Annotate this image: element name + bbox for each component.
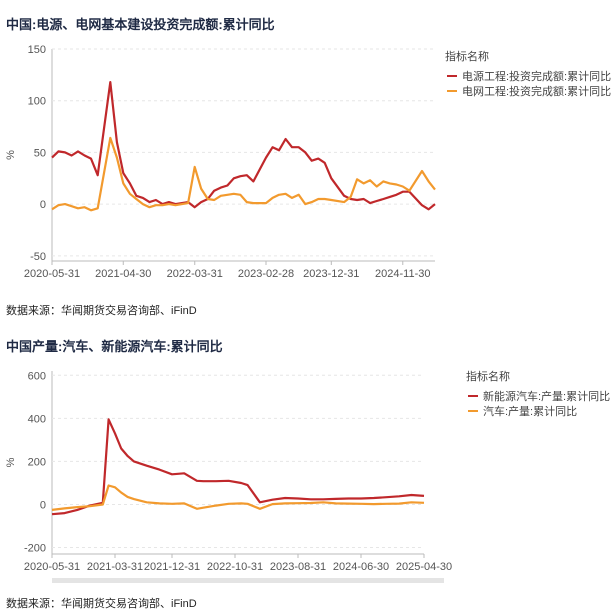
chart-legend: 指标名称 新能源汽车:产量:累计同比 汽车:产量:累计同比	[466, 368, 610, 418]
y-tick-label: 50	[34, 147, 46, 159]
x-tick-label: 2022-10-31	[207, 561, 263, 573]
series-line-1[interactable]	[51, 418, 425, 516]
legend-label: 电网工程:投资完成额:累计同比	[462, 85, 612, 98]
data-source-note: 数据来源：华闻期货交易咨询部、iFinD	[6, 305, 197, 317]
x-tick-label: 2024-06-30	[333, 561, 389, 573]
x-tick-label: 2021-12-31	[144, 561, 200, 573]
x-tick-label: 2020-05-31	[24, 268, 80, 280]
x-tick-label: 2020-05-31	[24, 561, 80, 573]
x-tick-label: 2023-08-31	[270, 561, 326, 573]
legend-label: 新能源汽车:产量:累计同比	[483, 390, 611, 403]
legend-item-series-2[interactable]: 汽车:产量:累计同比	[468, 403, 610, 418]
chart-panel-power-grid: 中国:电源、电网基本建设投资完成额:累计同比 -50 0 50 100 150% 2020…	[5, 17, 611, 317]
data-source-note: 数据来源：华闻期货交易咨询部、iFinD	[6, 598, 197, 610]
chart-legend: 指标名称 电源工程:投资完成额:累计同比 电网工程:投资完成额:累计同比	[445, 48, 611, 98]
chart-title: 中国:电源、电网基本建设投资完成额:累计同比	[6, 17, 275, 32]
y-tick-label: 0	[40, 199, 46, 211]
legend-swatch-red	[468, 394, 478, 397]
x-tick-label: 2021-04-30	[95, 268, 151, 280]
series-line-1[interactable]	[51, 80, 436, 211]
y-tick-label: 200	[28, 456, 46, 468]
x-tick-label: 2023-02-28	[238, 268, 294, 280]
legend-title: 指标名称	[445, 51, 489, 63]
x-tick-label: 2025-04-30	[396, 561, 452, 573]
legend-item-series-2[interactable]: 电网工程:投资完成额:累计同比	[447, 83, 611, 98]
y-tick-label: -50	[30, 251, 46, 263]
chart-title: 中国产量:汽车、新能源汽车:累计同比	[6, 339, 223, 354]
y-tick-label: -200	[24, 543, 46, 555]
chart-panel-vehicle-production: 中国产量:汽车、新能源汽车:累计同比 -200 0 200 400 600% 2020-0…	[0, 328, 613, 613]
legend-swatch-orange	[468, 409, 478, 412]
legend-label: 汽车:产量:累计同比	[483, 405, 578, 418]
legend-item-series-1[interactable]: 新能源汽车:产量:累计同比	[468, 388, 610, 403]
series-line-2[interactable]	[51, 136, 436, 212]
x-tick-label: 2022-03-31	[167, 268, 223, 280]
line-chart-vehicle-production: -200 0 200 400 600% 2020-05-31 2021-03-31 2021-…	[5, 370, 452, 573]
x-tick-label: 2023-12-31	[303, 268, 359, 280]
y-tick-label: 150	[28, 44, 46, 56]
x-tick-label: 2021-03-31	[87, 561, 143, 573]
legend-swatch-red	[447, 74, 457, 77]
legend-label: 电源工程:投资完成额:累计同比	[462, 70, 612, 83]
y-axis-label: %	[5, 457, 17, 467]
y-tick-label: 400	[28, 413, 46, 425]
y-tick-label: 600	[28, 370, 46, 382]
series-line-2[interactable]	[51, 484, 425, 511]
y-tick-label: 100	[28, 96, 46, 108]
legend-swatch-orange	[447, 89, 457, 92]
y-axis-label: %	[5, 150, 17, 160]
legend-title: 指标名称	[466, 371, 510, 383]
legend-item-series-1[interactable]: 电源工程:投资完成额:累计同比	[447, 68, 611, 83]
horizontal-scrollbar[interactable]	[52, 578, 444, 583]
y-tick-label: 0	[40, 499, 46, 511]
x-tick-label: 2024-11-30	[375, 268, 430, 280]
line-chart-power-grid-investment: -50 0 50 100 150% 2020-05-31 2021-04-30 2022-03…	[5, 44, 436, 280]
